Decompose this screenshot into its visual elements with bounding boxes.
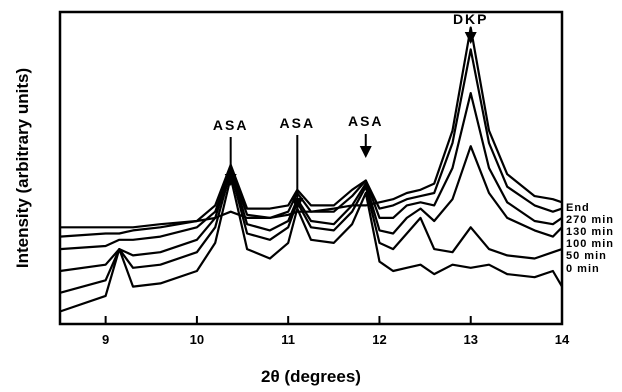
- series-traces: [59, 26, 563, 313]
- series-trace-1: [59, 170, 563, 294]
- peak-arrow-head: [224, 174, 237, 186]
- series-trace-2: [59, 145, 563, 273]
- x-tick-label: 13: [463, 332, 477, 347]
- legend-label: 0 min: [566, 263, 600, 275]
- peak-annotations: ASA ASA ASA DKP: [213, 11, 489, 210]
- x-tick-label: 9: [102, 332, 109, 347]
- peak-arrow-head: [464, 32, 477, 44]
- plot-frame: [58, 10, 564, 326]
- series-trace-4: [59, 48, 563, 238]
- legend-label: 270 min: [566, 214, 614, 226]
- legend-label: 130 min: [566, 226, 614, 238]
- x-tick-label: 14: [555, 332, 570, 347]
- x-axis-ticks: 9 10 11 12 13 14: [102, 316, 570, 347]
- peak-label-asa: ASA: [280, 115, 316, 131]
- y-axis-title: Intensity (arbitrary units): [13, 68, 32, 268]
- peak-label-asa: ASA: [348, 113, 384, 129]
- peak-arrow-head: [291, 198, 304, 210]
- series-trace-0: [59, 176, 563, 313]
- legend-label: 50 min: [566, 250, 607, 262]
- x-tick-label: 11: [281, 332, 295, 347]
- legend-label: 100 min: [566, 238, 614, 250]
- x-tick-label: 10: [190, 332, 204, 347]
- peak-arrow-head: [359, 146, 372, 158]
- peak-label-asa: ASA: [213, 117, 249, 133]
- legend-label: End: [566, 202, 590, 214]
- series-trace-5: [60, 26, 563, 229]
- peak-label-dkp: DKP: [453, 11, 489, 27]
- x-tick-label: 12: [372, 332, 386, 347]
- x-axis-title: 2θ (degrees): [261, 367, 361, 386]
- series-trace-3: [59, 92, 563, 251]
